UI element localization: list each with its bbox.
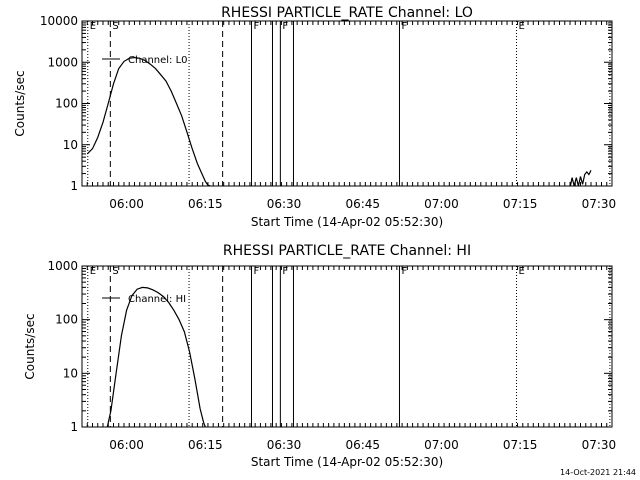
y-tick-label: 1000: [47, 259, 78, 273]
event-marker-label: E: [518, 21, 524, 32]
y-tick-label: 10000: [40, 14, 78, 28]
series-line-1: [86, 56, 212, 186]
x-axis-label: Start Time (14-Apr-02 05:52:30): [251, 215, 443, 229]
x-tick-label: 06:45: [345, 438, 380, 452]
x-tick-label: 07:00: [424, 438, 459, 452]
x-tick-label: 07:00: [424, 197, 459, 211]
y-axis-label: Counts/sec: [13, 70, 27, 136]
y-tick-label: 1000: [47, 55, 78, 69]
event-marker-label: E: [90, 21, 96, 32]
x-tick-label: 06:15: [188, 197, 223, 211]
x-tick-label: 07:30: [582, 438, 617, 452]
chart-panel-1: RHESSI PARTICLE_RATE Channel: LO Counts/s…: [13, 5, 616, 229]
event-marker-label: E: [518, 266, 524, 277]
event-marker-label: F: [282, 21, 288, 32]
event-marker-label: F: [401, 21, 407, 32]
y-tick-label: 100: [55, 313, 78, 327]
y-tick-label: 100: [55, 97, 78, 111]
x-tick-label: 06:45: [345, 197, 380, 211]
x-tick-label: 07:15: [503, 197, 538, 211]
event-marker-label: F: [282, 266, 288, 277]
plot-frame: [81, 265, 613, 428]
series-line-2: [569, 170, 592, 186]
x-axis-label: Start Time (14-Apr-02 05:52:30): [251, 455, 443, 469]
y-tick-label: 10: [63, 138, 78, 152]
event-marker-label: F: [401, 266, 407, 277]
chart-title: RHESSI PARTICLE_RATE Channel: LO: [221, 5, 473, 21]
y-tick-label: 1: [70, 179, 78, 193]
event-marker-label: S: [112, 266, 118, 277]
y-tick-label: 1: [70, 420, 78, 434]
event-marker-label: S: [112, 21, 118, 32]
legend-label: Channel: HI: [128, 294, 186, 305]
event-marker-label: F: [253, 266, 259, 277]
chart-panel-2: RHESSI PARTICLE_RATE Channel: HI Counts/s…: [23, 243, 616, 469]
x-tick-label: 06:00: [109, 438, 144, 452]
x-tick-label: 07:30: [582, 197, 617, 211]
x-tick-label: 06:30: [267, 197, 302, 211]
chart-title: RHESSI PARTICLE_RATE Channel: HI: [223, 243, 471, 259]
event-marker-label: E: [90, 266, 96, 277]
y-axis-label: Counts/sec: [23, 313, 37, 379]
footer-timestamp: 14-Oct-2021 21:44: [560, 468, 636, 477]
x-tick-label: 07:15: [503, 438, 538, 452]
x-tick-label: 06:30: [267, 438, 302, 452]
legend-label: Channel: L0: [128, 55, 188, 66]
x-tick-label: 06:00: [109, 197, 144, 211]
y-tick-label: 10: [63, 366, 78, 380]
series-line-1: [106, 286, 207, 427]
x-tick-label: 06:15: [188, 438, 223, 452]
event-marker-label: F: [253, 21, 259, 32]
